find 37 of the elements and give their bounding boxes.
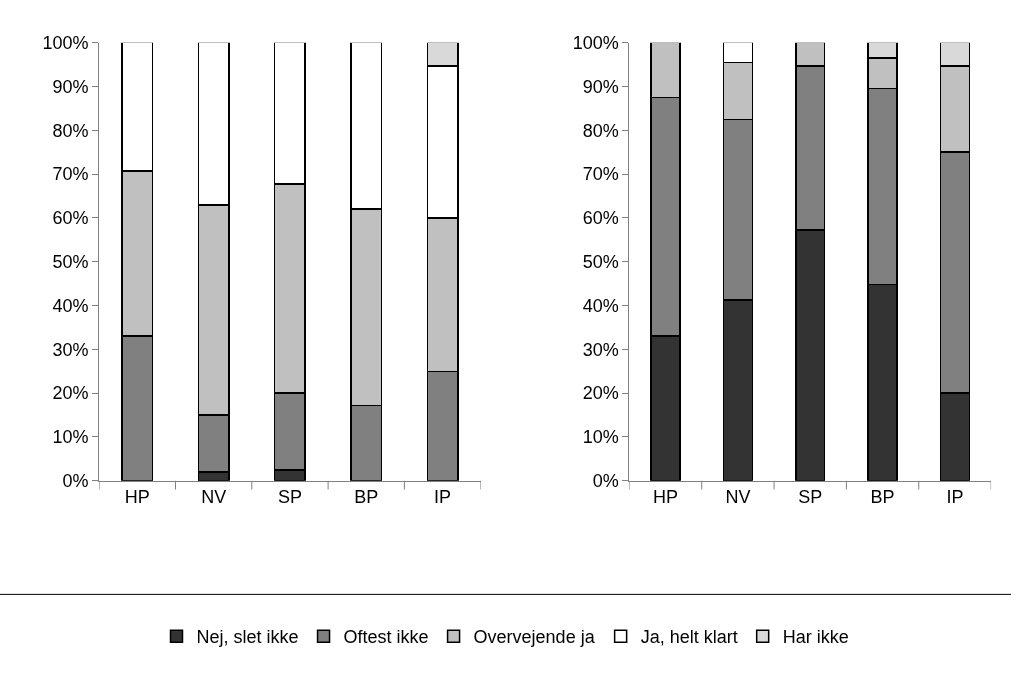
y-tick-label: 100% — [572, 33, 619, 54]
y-tick-label: 90% — [582, 76, 619, 97]
x-tick-label: BP — [354, 487, 379, 508]
x-tick-label: BP — [870, 487, 895, 508]
y-tick-label: 0% — [592, 471, 619, 492]
y-tick-label: 90% — [52, 76, 89, 97]
x-tick-label: IP — [434, 487, 452, 508]
x-tick-label: SP — [277, 487, 302, 508]
y-tick-label: 20% — [582, 383, 619, 404]
y-tick-label: 40% — [52, 295, 89, 316]
y-tick-label: 70% — [582, 164, 619, 185]
y-tick-label: 100% — [42, 33, 89, 54]
x-tick-label: IP — [946, 487, 964, 508]
y-tick-label: 20% — [52, 383, 89, 404]
y-tick-label: 40% — [582, 295, 619, 316]
y-tick-label: 60% — [582, 208, 619, 229]
y-tick-label: 30% — [582, 339, 619, 360]
y-tick-label: 0% — [62, 471, 89, 492]
y-tick-label: 60% — [52, 208, 89, 229]
x-tick-label: NV — [725, 487, 751, 508]
y-tick-label: 80% — [582, 120, 619, 141]
x-tick-label: NV — [201, 487, 227, 508]
y-tick-label: 50% — [52, 252, 89, 273]
legend-label: Nej, slet ikke — [196, 627, 299, 648]
legend-label: Har ikke — [782, 627, 849, 648]
legend-label: Overvejende ja — [473, 627, 596, 648]
y-tick-label: 10% — [582, 427, 619, 448]
y-tick-label: 10% — [52, 427, 89, 448]
legend-label: Ja, helt klart — [640, 627, 738, 648]
y-tick-label: 50% — [582, 252, 619, 273]
y-tick-label: 80% — [52, 120, 89, 141]
x-tick-label: HP — [124, 487, 150, 508]
y-tick-label: 30% — [52, 339, 89, 360]
legend-label: Oftest ikke — [343, 627, 429, 648]
y-tick-label: 70% — [52, 164, 89, 185]
x-tick-label: HP — [653, 487, 679, 508]
x-tick-label: SP — [798, 487, 823, 508]
